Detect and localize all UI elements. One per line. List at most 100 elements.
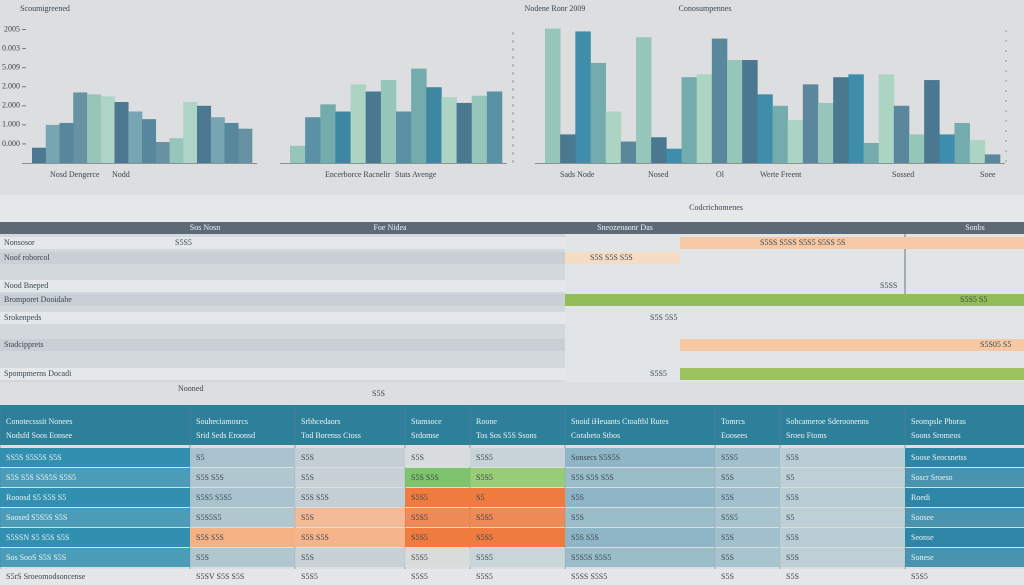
cell-text: S5S [196, 553, 209, 562]
cell-text: S5S5 [476, 553, 493, 562]
bar [183, 101, 198, 163]
column-header: Nodsfd Soos Eonsee [6, 431, 73, 440]
cell [565, 528, 715, 547]
bar [365, 91, 382, 163]
cell [0, 448, 190, 467]
cell [470, 468, 565, 487]
row-highlight [680, 368, 1024, 380]
x-label: Nodd [112, 170, 130, 179]
footer-text: S5rS Sroeomodsoncense [6, 572, 86, 581]
bar [59, 122, 74, 163]
bar [396, 111, 412, 163]
bar [128, 111, 143, 163]
bar [727, 60, 743, 163]
footer-cell [905, 569, 1024, 585]
section-title: Codcrichomenes [689, 203, 743, 212]
cell [565, 508, 715, 527]
cell [470, 508, 565, 527]
footer-text: S5S5 [911, 572, 928, 581]
cell-text: S5S S5S [571, 533, 599, 542]
footer-text: S5S [721, 572, 734, 581]
bar [142, 119, 157, 163]
cell [780, 548, 905, 567]
bar [848, 74, 864, 163]
column-header: Corabeto Stbos [571, 431, 620, 440]
x-label: Ol [716, 170, 725, 179]
footer-cell [190, 569, 295, 585]
bar [290, 145, 306, 163]
row-highlight [680, 339, 1024, 351]
bar [87, 94, 102, 163]
bar [45, 124, 60, 163]
section-band [0, 195, 1024, 222]
cell [190, 468, 295, 487]
cell [905, 488, 1024, 507]
cell-text: S5S5 [476, 453, 493, 462]
cell-text: S5S S5S S5S5S S5S5 [6, 473, 76, 482]
x-label: Werte Freent [760, 170, 802, 179]
footer-cell [0, 569, 190, 585]
bar [969, 140, 986, 163]
cell [190, 448, 295, 467]
cell [470, 548, 565, 567]
bar [954, 122, 970, 163]
cell-text: Sonsecs S5S5S [571, 453, 620, 462]
footer-text: S5SS S5S5 [571, 572, 607, 581]
cell-text: S5S [721, 493, 734, 502]
row-band [0, 368, 565, 380]
cell [0, 548, 190, 567]
row-band [0, 294, 565, 306]
cell [405, 448, 470, 467]
column-header: Sroeo Ftoms [786, 431, 827, 440]
cell-text: S5 [196, 453, 204, 462]
row-value: S5S 5S5 [650, 313, 677, 322]
bottom-header [0, 405, 1024, 445]
bar [696, 74, 713, 163]
footer-text: S5SV S5S S5S [196, 572, 244, 581]
row-label: Nood Bneped [4, 281, 48, 290]
cell [905, 448, 1024, 467]
cell-text: S5SSN S5 S5S S5S [6, 533, 69, 542]
cell-text: S5 [476, 493, 484, 502]
column-header: Conotecsssit Nonees [6, 417, 72, 426]
cell-text: Sos SooS S5S S5S [6, 553, 66, 562]
bar [924, 80, 940, 163]
column-header: Srdomse [411, 431, 439, 440]
row-band [0, 339, 565, 351]
column-header: Snoid iHeuants Ctoaftbl Rutes [571, 417, 669, 426]
footer-cell [470, 569, 565, 585]
bar [238, 128, 253, 163]
cell [0, 528, 190, 547]
cell [715, 528, 780, 547]
cell-text: S5S5 [476, 513, 493, 522]
content: 0.000 1.000 2.000 2.000 5.009 0.003 2005 Scoumi… [0, 4, 1024, 585]
cell-text: S5S [786, 553, 799, 562]
cell-text: S5S5S5 [196, 513, 221, 522]
column-header: Roone [476, 417, 497, 426]
column-header: Eoosees [721, 431, 747, 440]
cell-text: S5S S5S [301, 533, 329, 542]
cell-text: S5S [786, 533, 799, 542]
cell-text: S5S [786, 453, 799, 462]
bar [833, 77, 849, 163]
row-label: Srokenpeds [4, 313, 41, 322]
cell-text: S5S5 [411, 553, 428, 562]
bar [114, 101, 129, 163]
column-header: Sneozenaonr Das [597, 223, 653, 232]
cell [780, 528, 905, 547]
x-label: Nosed [648, 170, 668, 179]
row-label: Noof roborcol [4, 253, 50, 262]
bar [711, 38, 728, 164]
cell-text: S5S S5S S5S [571, 473, 614, 482]
cell-text: S5S5S S5S5 [571, 553, 611, 562]
cell-text: S5S [786, 493, 799, 502]
cell-text: S5S S5S [196, 473, 224, 482]
cell-text: S5S5 [476, 533, 493, 542]
cell-text: S5S5 [721, 453, 738, 462]
cell-text: S5S5 [411, 493, 428, 502]
cell-text: S5S S5S [196, 533, 224, 542]
cell-text: S5S5 [411, 513, 428, 522]
bar [305, 117, 321, 163]
y-tick-label: 0.000 [2, 139, 20, 148]
footer-cell [405, 569, 470, 585]
